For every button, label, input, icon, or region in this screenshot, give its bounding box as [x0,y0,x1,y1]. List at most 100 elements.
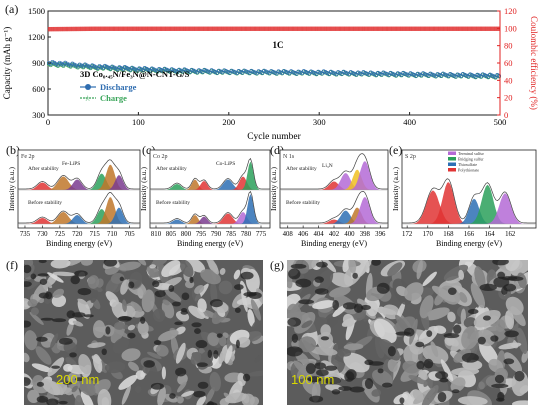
sem-pore [426,330,433,337]
discharge-point [231,69,236,74]
component-peak [280,161,388,190]
sem-pore [117,315,132,322]
discharge-point [173,68,178,73]
sem-pore [349,386,365,393]
discharge-point [497,73,502,78]
legend-swatch [448,168,456,172]
sem-grain [27,299,38,307]
efficiency-point [308,26,311,31]
sem-grain [152,308,166,322]
discharge-point [415,71,420,76]
sem-pore [74,270,88,277]
efficiency-point [246,26,249,31]
efficiency-point [141,26,144,31]
discharge-point [348,70,353,75]
discharge-point [451,73,456,78]
efficiency-point [328,26,331,31]
sem-grain [312,300,336,310]
sem-pore [83,314,94,318]
x-tick-label: 775 [256,231,267,238]
efficiency-point [389,26,392,31]
discharge-point [356,70,361,75]
discharge-point [189,67,194,72]
sem-grain [241,288,248,313]
sem-image-g [287,260,528,405]
efficiency-point [398,26,401,31]
element-label: Fe 2p [21,154,35,160]
discharge-point [489,73,494,78]
discharge-point [245,70,250,75]
efficiency-point [169,26,172,31]
sem-grain [505,310,515,330]
sem-grain [511,400,528,405]
efficiency-point [152,26,155,31]
discharge-point [151,67,156,72]
panel-a-letter: (a) [5,2,19,16]
sem-grain [309,346,338,356]
sem-grain [218,335,227,347]
efficiency-point [230,26,233,31]
discharge-point [281,68,286,73]
discharge-point [477,73,482,78]
efficiency-point [273,26,276,31]
efficiency-point [346,26,349,31]
discharge-point [162,66,167,71]
efficiency-point [469,26,472,31]
sem-grain [157,386,166,405]
sem-grain [505,296,524,316]
x-tick-label: 408 [283,231,294,238]
sem-pore [180,307,188,313]
discharge-point [457,73,462,78]
discharge-point [321,69,326,74]
sem-pore [497,391,505,402]
xps-n1s-chart: 408 406 404 402 400 398 396 Binding energy (eV)… [269,149,389,248]
sem-grain [412,389,424,401]
sem-pore [493,276,510,288]
sem-pore [101,348,107,356]
discharge-point [197,68,201,73]
efficiency-point [261,26,264,31]
discharge-point [484,73,489,78]
element-label: Co 2p [153,154,168,160]
sem-grain [372,369,393,387]
efficiency-point [313,26,316,31]
sem-pore [153,340,162,345]
efficiency-point [263,26,266,31]
sem-pore [128,281,135,289]
efficiency-point [279,26,282,31]
sem-grain [175,342,186,364]
sem-pore [332,299,340,310]
sem-grain [136,260,147,266]
sem-grain [80,390,94,405]
discharge-point [211,69,216,74]
sem-grain [93,320,106,339]
discharge-point [363,70,368,75]
discharge-point [468,72,473,77]
discharge-point [225,69,230,74]
discharge-point [412,72,417,77]
efficiency-point [485,26,488,31]
discharge-point [482,73,487,78]
discharge-point [343,70,348,75]
sem-grain [338,348,352,357]
efficiency-point [69,26,72,32]
sem-grain [343,352,370,373]
sem-pore [435,371,449,380]
sem-pore [235,339,240,349]
discharge-point [423,72,427,76]
sem-pore [368,361,384,366]
discharge-point [263,69,268,74]
sem-pore [189,276,194,284]
y-axis-label: Intensity (a.u.) [269,167,278,211]
sem-grain [450,367,480,376]
sem-grain [301,320,313,329]
component-peak [150,212,270,224]
efficiency-point [239,26,242,31]
sem-image-f [24,260,263,405]
sem-pore [467,308,479,315]
sem-grain [495,319,506,332]
sem-pore [507,276,524,282]
x-tick-label: 164 [485,231,496,238]
discharge-point [403,71,408,76]
